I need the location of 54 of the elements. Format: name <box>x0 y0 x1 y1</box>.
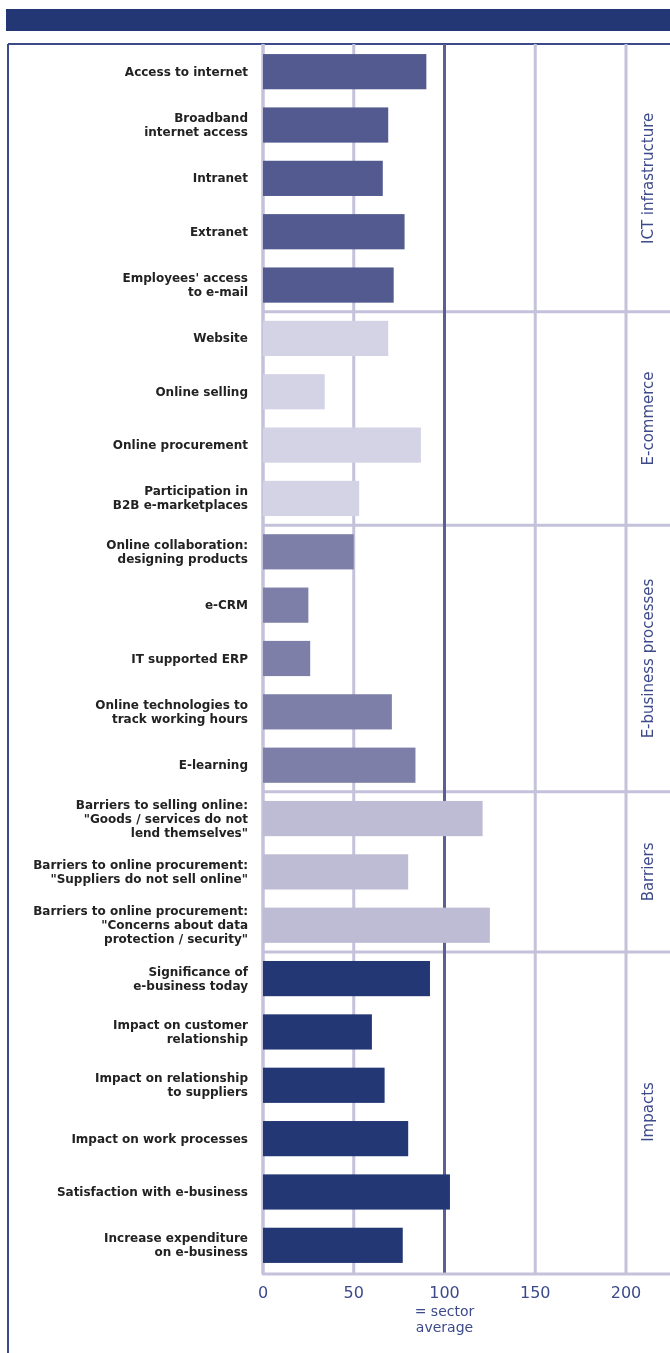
text: E-commerce <box>639 371 657 466</box>
x-tick-label: 200 <box>610 1283 642 1302</box>
bar <box>263 747 416 783</box>
y-tick-label: Online procurement <box>112 438 249 453</box>
y-tick-label: Online technologies to track working hours <box>95 697 248 726</box>
bar <box>263 427 421 463</box>
bar <box>263 1067 385 1103</box>
bar <box>263 960 430 997</box>
bar <box>263 107 389 143</box>
bar <box>263 1014 372 1050</box>
y-tick-label: Increase expenditure on e-business <box>104 1231 248 1260</box>
y-tick-label: Website <box>193 331 248 346</box>
ref-line-label: = sector average <box>414 1303 475 1335</box>
text: E-business processes <box>639 578 657 739</box>
y-tick-label: Extranet <box>189 224 249 239</box>
text: Barriers <box>639 842 657 902</box>
y-tick-label: Access to internet <box>124 64 249 79</box>
y-tick-label: e-CRM <box>204 598 248 613</box>
bar <box>263 54 427 90</box>
y-tick-label: Online collaboration: designing products <box>106 537 248 566</box>
bar <box>263 320 389 357</box>
bar <box>263 640 311 677</box>
bar <box>263 214 405 250</box>
y-tick-label: Intranet <box>192 171 249 186</box>
y-tick-label: Impact on relationship to suppliers <box>95 1071 249 1100</box>
y-tick-label: Broadband internet access <box>144 111 248 140</box>
text: Impacts <box>639 1081 657 1142</box>
x-tick-label: 0 <box>257 1283 269 1302</box>
y-tick-label: Impact on work processes <box>71 1131 248 1146</box>
x-tick-label: 100 <box>429 1283 460 1302</box>
bar <box>263 1174 450 1210</box>
bar <box>263 534 354 570</box>
bar <box>263 374 325 410</box>
y-tick-label: Employees' access to e-mail <box>122 271 248 300</box>
x-tick-label: 50 <box>343 1283 364 1302</box>
bar <box>263 267 394 303</box>
y-tick-label: Satisfaction with e-business <box>56 1184 248 1199</box>
bar <box>263 1227 403 1263</box>
y-tick-label: Significance of e-business today <box>133 964 249 993</box>
bar <box>263 694 392 730</box>
bar <box>263 480 360 517</box>
bar <box>263 160 383 196</box>
text: ICT infrastructure <box>639 112 657 244</box>
y-tick-label: Barriers to selling online: "Goods / services do not lend themselves" <box>75 797 249 840</box>
y-tick-label: Barriers to online procurement: "Concerns about data protection / security" <box>33 904 248 947</box>
bar <box>263 1121 409 1157</box>
y-tick-label: IT supported ERP <box>131 651 249 666</box>
x-tick-label: 150 <box>519 1283 551 1302</box>
bar <box>263 587 309 623</box>
y-tick-label: Impact on customer relationship <box>113 1017 249 1046</box>
y-tick-label: Barriers to online procurement: "Suppliers do not sell online" <box>33 857 248 886</box>
y-tick-label: Online selling <box>155 384 248 399</box>
y-tick-label: E-learning <box>178 758 248 773</box>
y-tick-label: Participation in B2B e-marketplaces <box>112 484 248 513</box>
